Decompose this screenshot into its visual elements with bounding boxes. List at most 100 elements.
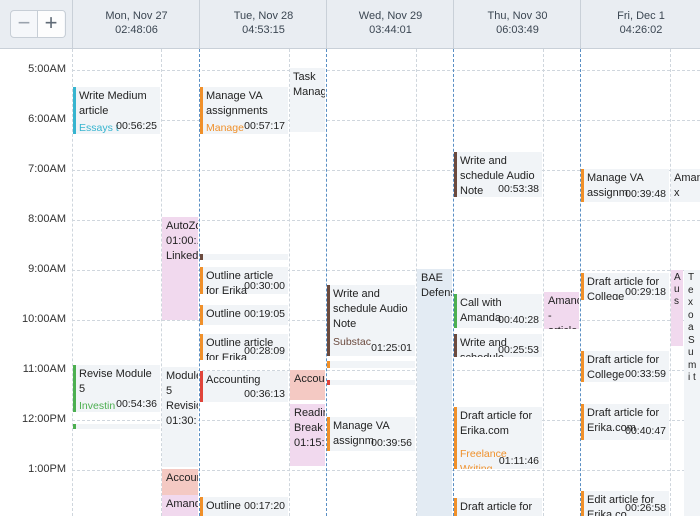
event-duration: 00:36:13 xyxy=(244,388,285,400)
day-header-fri[interactable]: Fri, Dec 1 04:26:02 xyxy=(580,0,700,48)
hour-label: 7:00AM xyxy=(28,163,66,175)
event-duration: 00:56:25 xyxy=(116,120,157,132)
event-outline-article-3[interactable]: Outline article for Erika 00:28:09 xyxy=(200,334,288,360)
event-outline-2[interactable]: Outline 00:19:05 xyxy=(200,305,288,325)
event-title: Module 5 Revisions 01:30: xyxy=(166,370,198,427)
day-header-tue[interactable]: Tue, Nov 28 04:53:15 xyxy=(199,0,327,48)
day-total-time: 04:26:02 xyxy=(619,24,663,36)
event-tiny-block[interactable]: A u s xyxy=(671,270,683,346)
day-divider xyxy=(580,49,581,516)
event-title: Draft article for Erika.com xyxy=(587,407,660,434)
event-small-block[interactable] xyxy=(327,361,415,368)
column-divider xyxy=(670,49,671,516)
event-bae-defense[interactable]: BAE Defense xyxy=(417,269,452,516)
hour-label: 12:00PM xyxy=(21,413,66,425)
day-divider xyxy=(199,49,200,516)
event-title: Draft article for xyxy=(460,501,533,513)
event-small-block[interactable] xyxy=(200,254,288,260)
event-duration: 00:28:09 xyxy=(244,345,285,357)
hour-gridline xyxy=(72,170,700,171)
event-project: Substac xyxy=(333,336,371,348)
hour-label: 6:00AM xyxy=(28,113,66,125)
day-divider xyxy=(326,49,327,516)
event-duration: 00:39:56 xyxy=(371,437,412,449)
event-module-5-revisions[interactable]: Module 5 Revisions 01:30: xyxy=(162,367,198,467)
event-title: Amanda x xyxy=(674,172,700,199)
hour-label: 1:00PM xyxy=(28,463,66,475)
zoom-out-button[interactable]: − xyxy=(11,11,38,37)
event-title: Call with Amanda xyxy=(460,297,502,324)
event-title: Draft article for Erika.com xyxy=(460,410,533,437)
column-divider xyxy=(161,49,162,516)
event-title: Outline xyxy=(206,500,241,512)
event-title: Draft article for College xyxy=(587,354,660,381)
event-small-block[interactable] xyxy=(327,380,415,385)
hour-label: 5:00AM xyxy=(28,63,66,75)
event-write-schedule-audio-note[interactable]: Write and schedule Audio Note 01:25:01 S… xyxy=(327,285,415,356)
event-draft-article-2[interactable]: Draft article for xyxy=(454,498,542,516)
event-amanda[interactable]: Amanda x xyxy=(162,495,198,516)
event-small-block[interactable] xyxy=(73,424,160,429)
day-header-wed[interactable]: Wed, Nov 29 03:44:01 xyxy=(326,0,454,48)
event-task-management[interactable]: Task Management xyxy=(290,68,325,132)
event-title: Reading Break 01:15: xyxy=(294,407,325,449)
day-name: Thu, Nov 30 xyxy=(487,10,548,22)
day-divider xyxy=(453,49,454,516)
event-title: Manage VA assignm xyxy=(587,172,644,199)
event-draft-article-college-2[interactable]: Draft article for College 00:33:59 xyxy=(581,351,669,382)
day-name: Wed, Nov 29 xyxy=(358,10,423,22)
event-tiny-block-2[interactable]: T e x o a S u m i t xyxy=(684,270,700,516)
event-duration: 00:54:36 xyxy=(116,398,157,410)
event-draft-article-college[interactable]: Draft article for College 00:29:18 xyxy=(581,273,669,300)
event-edit-article-erika[interactable]: Edit article for Erika.co 00:26:58 xyxy=(581,491,669,516)
column-divider xyxy=(543,49,544,516)
event-outline-article-1[interactable]: Outline article for Erika 00:30:00 xyxy=(200,267,288,294)
event-write-and-schedule[interactable]: Write and schedule 00:25:53 xyxy=(454,334,542,357)
day-name: Fri, Dec 1 xyxy=(617,10,665,22)
event-accounting[interactable]: Accounting 00:36:13 xyxy=(200,371,288,402)
day-header-mon[interactable]: Mon, Nov 27 02:48:06 xyxy=(72,0,200,48)
event-amanda[interactable]: Amanda x xyxy=(671,169,700,202)
event-duration: 00:25:53 xyxy=(498,344,539,356)
day-header-thu[interactable]: Thu, Nov 30 06:03:49 xyxy=(453,0,581,48)
event-duration: 00:33:59 xyxy=(625,368,666,380)
calendar-grid[interactable]: 5:00AM 6:00AM 7:00AM 8:00AM 9:00AM 10:00… xyxy=(0,49,700,516)
event-title: BAE Defense xyxy=(421,272,452,299)
event-title: Outline article for Erika xyxy=(206,337,274,360)
event-revise-module-5[interactable]: Revise Module 5 00:54:36 Investin xyxy=(73,365,160,412)
hour-gridline xyxy=(72,70,700,71)
event-reading-break[interactable]: Reading Break 01:15: xyxy=(290,404,325,466)
zoom-in-button[interactable]: + xyxy=(38,11,64,37)
event-write-schedule-audio-note[interactable]: Write and schedule Audio Note 00:53:38 xyxy=(454,152,542,197)
event-title: Manage VA assignm xyxy=(333,420,390,447)
event-duration: 00:29:18 xyxy=(625,286,666,298)
event-write-medium-article[interactable]: Write Medium article 00:56:25 Essays t xyxy=(73,87,160,134)
event-amanda-article[interactable]: Amanda^2 - article xyxy=(544,292,579,329)
day-name: Tue, Nov 28 xyxy=(233,10,294,22)
event-outline-4[interactable]: Outline 00:17:20 xyxy=(200,497,288,516)
event-title: T e x o a S u m i t xyxy=(688,272,697,383)
event-call-with-amanda[interactable]: Call with Amanda 00:40:28 xyxy=(454,294,542,328)
event-title: Amanda^2 - article xyxy=(548,295,579,329)
event-title: Write and schedule Audio Note xyxy=(460,155,535,197)
day-total-time: 02:48:06 xyxy=(115,24,158,36)
zoom-controls: − + xyxy=(10,10,66,38)
event-duration: 00:30:00 xyxy=(244,280,285,292)
event-title: Accounting xyxy=(206,374,261,386)
event-accounting-2[interactable]: Accounting xyxy=(290,370,325,400)
day-total-time: 03:44:01 xyxy=(369,24,412,36)
event-draft-article-erika[interactable]: Draft article for Erika.com Freelance Wr… xyxy=(454,407,542,469)
event-title: Task Management xyxy=(293,71,325,98)
event-title: Outline xyxy=(206,308,241,320)
event-draft-article-erika[interactable]: Draft article for Erika.com 00:40:47 xyxy=(581,404,669,440)
event-title: Accounting xyxy=(166,472,198,484)
event-accounting[interactable]: Accounting xyxy=(162,469,198,495)
event-autozone[interactable]: AutoZone 01:00:... LinkedIn xyxy=(162,217,198,320)
event-manage-va-assignments[interactable]: Manage VA assignm 00:39:56 xyxy=(327,417,415,451)
event-project: Investin xyxy=(79,400,116,412)
event-manage-va-assignments[interactable]: Manage VA assignm 00:39:48 xyxy=(581,169,669,202)
event-title: Write and schedule xyxy=(460,337,507,357)
event-duration: 00:53:38 xyxy=(498,183,539,195)
event-manage-va-assignments[interactable]: Manage VA assignments 00:57:17 Manage xyxy=(200,87,288,134)
event-title: Revise Module 5 xyxy=(79,368,152,395)
